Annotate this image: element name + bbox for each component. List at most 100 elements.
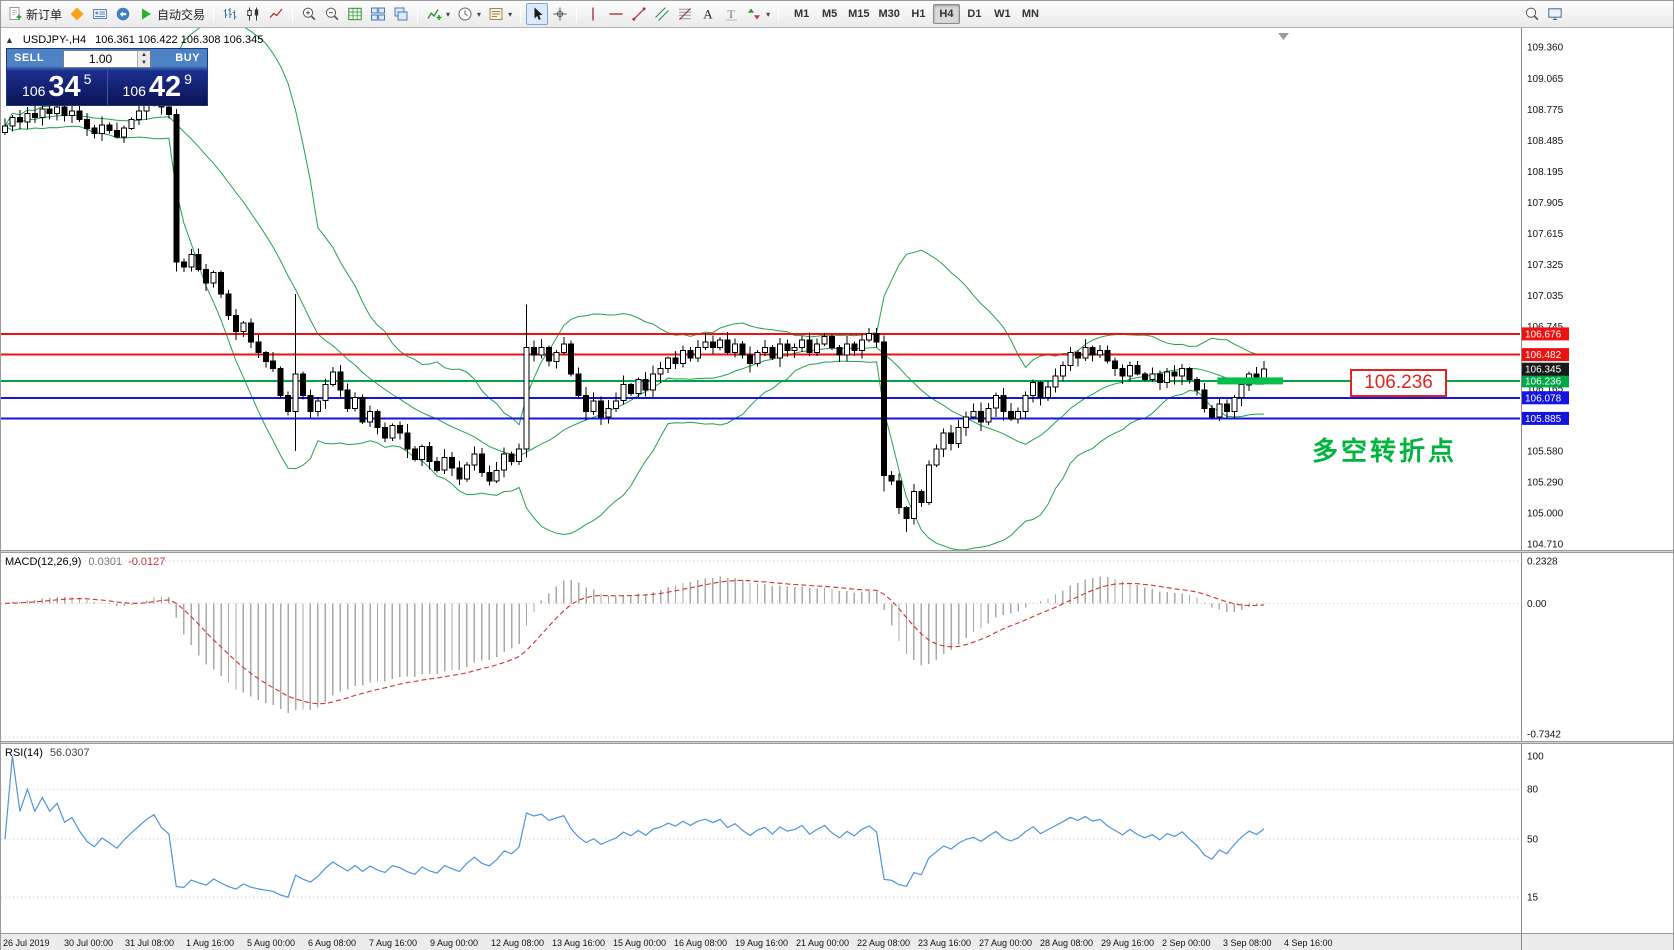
svg-text:105.885: 105.885 bbox=[1525, 414, 1562, 425]
rsi-canvas[interactable]: 100 80 50 15 bbox=[1, 744, 1674, 933]
toolbar: 新订单 自动交易 ▾ ▾ ▾ A T ▾ M1 M5 M15 M30 H1 H4 D1 W1 MN bbox=[1, 1, 1673, 28]
toolbar-right-group bbox=[1521, 3, 1566, 25]
timeframe-mn-button[interactable]: MN bbox=[1021, 8, 1039, 20]
search-button[interactable] bbox=[1521, 3, 1543, 25]
time-label: 28 Aug 08:00 bbox=[1040, 938, 1094, 948]
bollinger-bands bbox=[4, 28, 1265, 550]
zoom-in-button[interactable] bbox=[298, 3, 320, 25]
new-chart-window-button[interactable] bbox=[1544, 3, 1566, 25]
time-label: 1 Aug 16:00 bbox=[186, 938, 235, 948]
timeframe-d1-button[interactable]: D1 bbox=[967, 8, 982, 20]
community-button[interactable] bbox=[112, 3, 134, 25]
mql5-button[interactable] bbox=[66, 3, 88, 25]
tile-windows-button[interactable] bbox=[367, 3, 389, 25]
buy-price-pipette: 9 bbox=[184, 71, 192, 87]
highlight-segment[interactable] bbox=[1217, 377, 1283, 385]
svg-text:106.078: 106.078 bbox=[1525, 393, 1562, 404]
one-click-collapse-icon[interactable]: ▲ bbox=[5, 35, 14, 45]
profiles-icon bbox=[92, 6, 108, 22]
grid-button[interactable] bbox=[344, 3, 366, 25]
trendline-button[interactable] bbox=[628, 3, 650, 25]
price-badge bbox=[1522, 327, 1569, 341]
cursor-button[interactable] bbox=[526, 3, 549, 25]
macd-histogram bbox=[11, 576, 1265, 714]
macd-signal-line bbox=[4, 579, 1265, 705]
zoom-out-button[interactable] bbox=[321, 3, 343, 25]
time-label: 19 Aug 16:00 bbox=[735, 938, 789, 948]
chart-symbol-label: USDJPY-,H4 bbox=[22, 34, 87, 46]
timeframe-w1-button[interactable]: W1 bbox=[994, 8, 1011, 20]
horizontal-level-lines[interactable] bbox=[1, 332, 1520, 420]
price-badge bbox=[1522, 411, 1569, 425]
macd-name: MACD(12,26,9) bbox=[5, 556, 82, 568]
macd-panel: 0.2328 0.00 -0.7342 MACD(12,26,9) 0.0301 -0.… bbox=[1, 553, 1673, 741]
text-button[interactable]: A bbox=[697, 3, 719, 25]
volume-input[interactable]: 1.00 ▲ ▼ bbox=[63, 50, 151, 68]
indicators-button[interactable]: ▾ bbox=[423, 3, 453, 25]
candlesticks bbox=[2, 85, 1267, 533]
timeframe-h4-button[interactable]: H4 bbox=[932, 4, 960, 24]
macd-canvas[interactable]: 0.2328 0.00 -0.7342 bbox=[1, 553, 1674, 741]
svg-text:107.325: 107.325 bbox=[1527, 260, 1564, 271]
mql5-icon bbox=[69, 6, 85, 22]
buy-label: BUY bbox=[175, 52, 200, 64]
candlestick-chart-button[interactable] bbox=[242, 3, 264, 25]
community-icon bbox=[115, 6, 131, 22]
time-label: 16 Aug 08:00 bbox=[674, 938, 728, 948]
bar-chart-button[interactable] bbox=[219, 3, 241, 25]
timeframe-m30-button[interactable]: M30 bbox=[878, 8, 900, 20]
svg-text:15: 15 bbox=[1527, 893, 1539, 904]
volume-up-button[interactable]: ▲ bbox=[138, 51, 150, 59]
time-label: 12 Aug 08:00 bbox=[491, 938, 545, 948]
dropdown-caret-icon: ▾ bbox=[766, 9, 771, 19]
time-label: 23 Aug 16:00 bbox=[918, 938, 972, 948]
new-order-button[interactable]: 新订单 bbox=[4, 3, 65, 25]
timeframe-group: M1 M5 M15 M30 H1 H4 D1 W1 MN bbox=[788, 4, 1044, 24]
time-label: 3 Sep 08:00 bbox=[1223, 938, 1272, 948]
macd-value-signal: -0.0127 bbox=[128, 556, 166, 568]
arrows-button[interactable]: ▾ bbox=[743, 3, 773, 25]
line-chart-button[interactable] bbox=[265, 3, 287, 25]
chart-shift-marker[interactable] bbox=[1278, 33, 1289, 40]
timeframe-m15-button[interactable]: M15 bbox=[848, 8, 870, 20]
volume-value: 1.00 bbox=[88, 52, 113, 66]
crosshair-button[interactable] bbox=[549, 3, 571, 25]
turning-point-note[interactable]: 多空转折点 bbox=[1312, 436, 1458, 466]
vertical-line-button[interactable] bbox=[582, 3, 604, 25]
time-label: 7 Aug 16:00 bbox=[369, 938, 418, 948]
svg-text:108.195: 108.195 bbox=[1527, 167, 1564, 178]
price-chart-canvas[interactable]: 109.360 109.065 108.775 108.485 108.195 107.9… bbox=[1, 28, 1674, 550]
timeframe-h1-button[interactable]: H1 bbox=[911, 8, 926, 20]
main-chart-panel: 109.360 109.065 108.775 108.485 108.195 107.9… bbox=[1, 28, 1673, 550]
panel-splitter-2[interactable] bbox=[1, 741, 1673, 744]
text-label-button[interactable]: T bbox=[720, 3, 742, 25]
new-order-icon bbox=[7, 6, 23, 22]
arrows-icon bbox=[746, 6, 762, 22]
panel-splitter-1[interactable] bbox=[1, 550, 1673, 553]
sell-price-pips: 34 bbox=[48, 71, 81, 103]
periods-button[interactable]: ▾ bbox=[454, 3, 484, 25]
horizontal-line-button[interactable] bbox=[605, 3, 627, 25]
cascade-windows-button[interactable] bbox=[390, 3, 412, 25]
price-scale[interactable]: 109.360 109.065 108.775 108.485 108.195 107.9… bbox=[1527, 43, 1564, 551]
zoom-in-icon bbox=[301, 6, 317, 22]
templates-button[interactable]: ▾ bbox=[485, 3, 515, 25]
svg-text:107.615: 107.615 bbox=[1527, 229, 1564, 240]
svg-text:0.2328: 0.2328 bbox=[1527, 557, 1558, 568]
time-label: 21 Aug 00:00 bbox=[796, 938, 850, 948]
equidistant-channel-button[interactable] bbox=[651, 3, 673, 25]
timeframe-m5-button[interactable]: M5 bbox=[821, 8, 838, 20]
time-axis[interactable]: 26 Jul 2019 30 Jul 00:00 31 Jul 08:00 1 Aug… bbox=[1, 933, 1673, 950]
fibonacci-button[interactable] bbox=[674, 3, 696, 25]
profiles-button[interactable] bbox=[89, 3, 111, 25]
svg-text:106.165: 106.165 bbox=[1527, 384, 1564, 395]
price-badge bbox=[1522, 348, 1569, 362]
volume-down-button[interactable]: ▼ bbox=[138, 59, 150, 67]
macd-value-main: 0.0301 bbox=[88, 556, 123, 568]
svg-text:A: A bbox=[703, 7, 713, 22]
indicators-icon bbox=[426, 6, 442, 22]
price-annotation-box[interactable]: 106.236 bbox=[1350, 369, 1447, 397]
auto-trading-button[interactable]: 自动交易 bbox=[135, 3, 208, 25]
timeframe-m1-button[interactable]: M1 bbox=[793, 8, 810, 20]
svg-text:105.000: 105.000 bbox=[1527, 509, 1564, 520]
